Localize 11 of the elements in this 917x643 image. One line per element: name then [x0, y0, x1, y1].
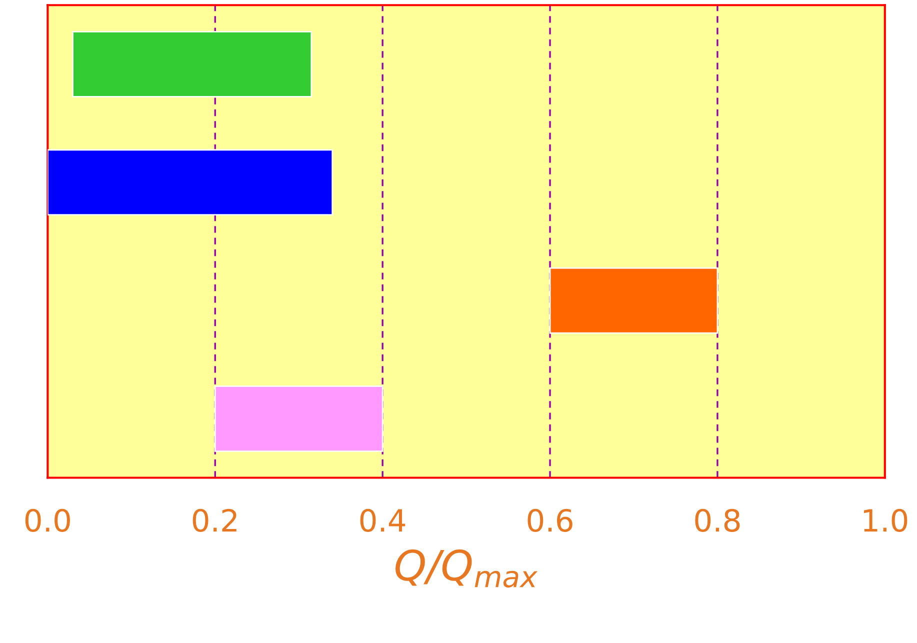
x-tick-label: 0.0 [25, 508, 70, 532]
bar [72, 31, 312, 98]
x-tick-label: 1.0 [864, 508, 908, 532]
x-tick-label: 0.4 [360, 508, 406, 532]
x-tick-label: 0.2 [192, 508, 236, 532]
x-axis-title: Q/Q$_{max}$ [396, 549, 538, 588]
bar [549, 267, 718, 334]
bar [214, 385, 384, 452]
x-tick-label: 0.8 [695, 508, 740, 532]
bar [48, 149, 334, 216]
x-tick-label: 0.6 [528, 508, 572, 532]
